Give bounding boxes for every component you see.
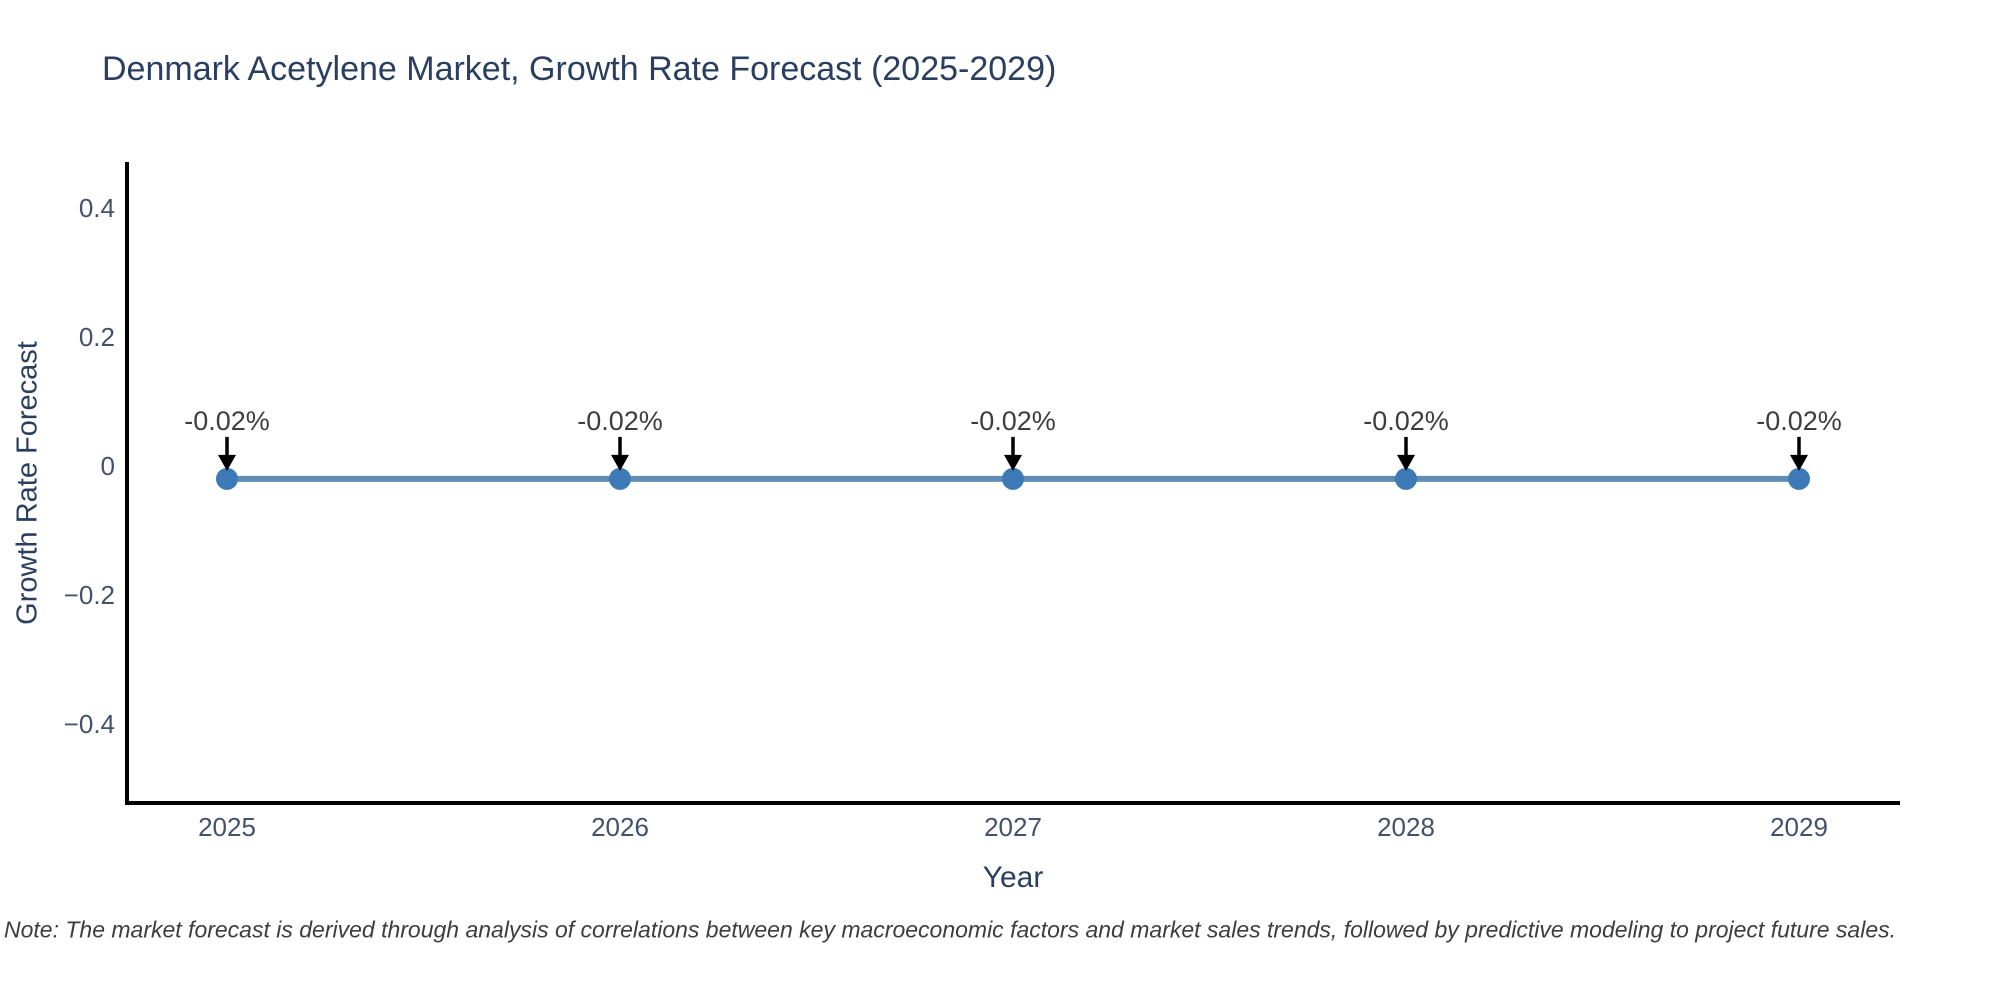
- annotation-label: -0.02%: [184, 406, 270, 436]
- y-tick-label: 0: [101, 451, 115, 481]
- data-point-marker: [216, 467, 238, 490]
- data-point-marker: [609, 467, 631, 490]
- annotation-arrow-head: [1004, 454, 1022, 471]
- data-point-marker: [1788, 467, 1810, 490]
- x-axis-title: Year: [982, 861, 1044, 894]
- annotation-label: -0.02%: [1756, 406, 1842, 436]
- annotation-arrow-head: [611, 454, 629, 471]
- x-tick-label: 2028: [1377, 812, 1435, 842]
- x-tick-label: 2025: [198, 812, 256, 842]
- x-tick-label: 2027: [984, 812, 1042, 842]
- y-tick-label: −0.2: [64, 580, 115, 610]
- data-point-marker: [1395, 467, 1417, 490]
- y-tick-label: 0.4: [79, 193, 115, 223]
- footnote-text: Note: The market forecast is derived thr…: [3, 916, 1897, 943]
- annotation-arrow-head: [1397, 454, 1415, 471]
- x-tick-label: 2026: [591, 812, 649, 842]
- annotation-arrow-head: [218, 454, 236, 471]
- data-point-marker: [1002, 467, 1024, 490]
- x-tick-label: 2029: [1770, 812, 1828, 842]
- y-tick-label: 0.2: [79, 322, 115, 352]
- chart-title: Denmark Acetylene Market, Growth Rate Fo…: [102, 50, 1057, 88]
- annotation-label: -0.02%: [577, 406, 663, 436]
- annotation-arrow-head: [1790, 454, 1808, 471]
- y-tick-label: −0.4: [64, 709, 115, 739]
- annotation-label: -0.02%: [970, 406, 1056, 436]
- y-axis-title: Growth Rate Forecast: [11, 341, 44, 625]
- annotation-label: -0.02%: [1363, 406, 1449, 436]
